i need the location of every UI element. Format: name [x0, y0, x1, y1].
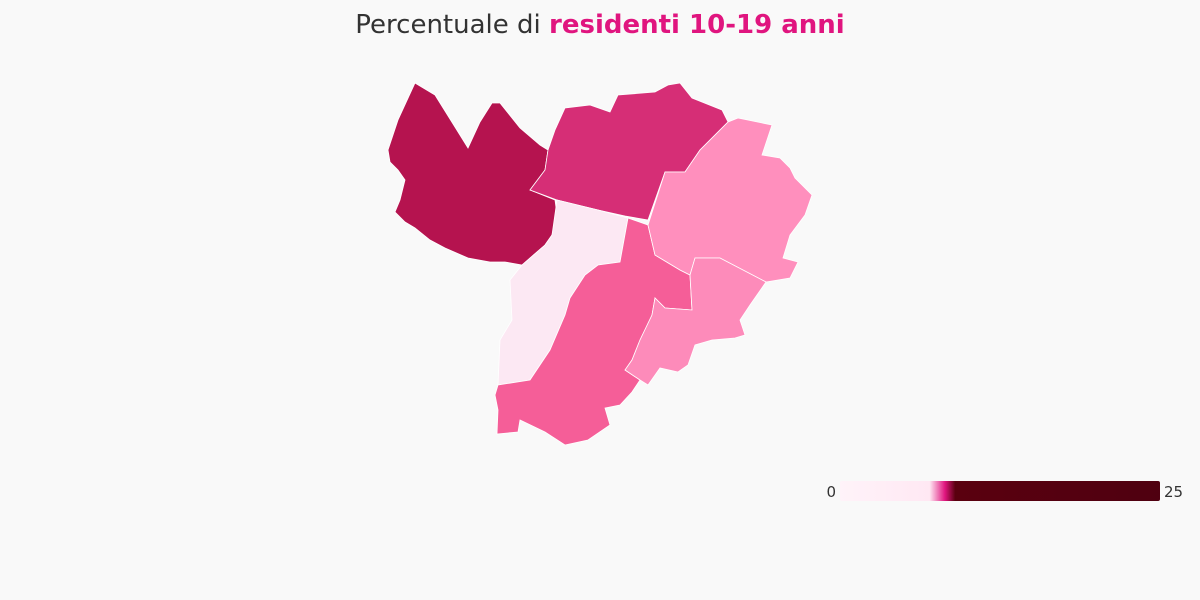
region [647, 117, 813, 283]
colorbar-min-label: 0 [826, 483, 836, 501]
regions [387, 82, 813, 446]
region [529, 82, 729, 221]
colorbar [840, 481, 1160, 501]
chart-title: Percentuale di residenti 10-19 anni [355, 10, 844, 40]
colorbar-max-label: 25 [1164, 483, 1183, 501]
title-prefix: Percentuale di [355, 10, 540, 40]
title-highlight: residenti 10-19 anni [549, 10, 845, 40]
region [624, 257, 767, 386]
